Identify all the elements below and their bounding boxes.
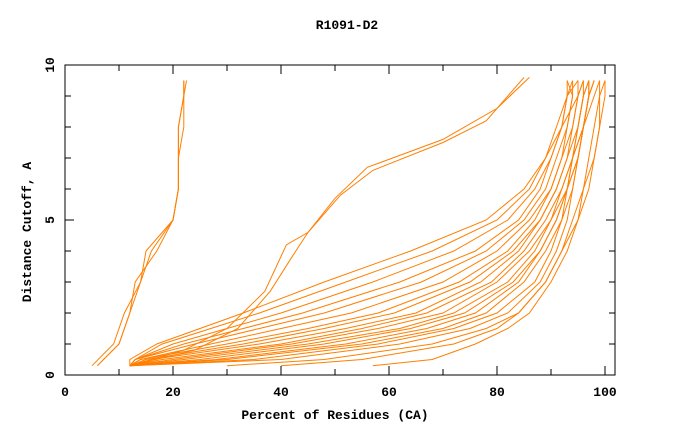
- series-line-4: [129, 77, 525, 367]
- x-axis-label: Percent of Residues (CA): [241, 408, 428, 423]
- x-tick-label: 20: [165, 385, 181, 400]
- series-line-15: [129, 80, 584, 367]
- chart-title: R1091-D2: [316, 18, 379, 33]
- y-tick-label: 10: [43, 57, 58, 73]
- y-tick-label: 0: [43, 371, 58, 379]
- series-line-20: [129, 80, 579, 367]
- x-tick-label: 0: [61, 385, 69, 400]
- axes: 0 20 40 60 80 100 0 5 10: [43, 57, 617, 400]
- series-line-6: [129, 80, 595, 367]
- y-tick-label: 5: [43, 216, 58, 224]
- x-tick-label: 100: [593, 385, 617, 400]
- series-line-2: [97, 80, 185, 367]
- series-group: [91, 77, 606, 367]
- series-line-9: [129, 80, 601, 367]
- x-tick-label: 80: [489, 385, 505, 400]
- x-tick-label: 40: [273, 385, 289, 400]
- series-line-13: [129, 80, 579, 367]
- series-line-21: [129, 80, 584, 366]
- plot-frame: [64, 64, 616, 376]
- y-axis-label: Distance Cutoff, A: [20, 162, 35, 303]
- series-line-14: [129, 80, 590, 367]
- x-tick-label: 60: [381, 385, 397, 400]
- series-line-8: [129, 80, 595, 367]
- series-line-11: [129, 80, 595, 367]
- series-line-22: [372, 80, 601, 367]
- series-line-24: [226, 80, 606, 367]
- series-line-0: [91, 80, 187, 367]
- series-line-17: [129, 80, 574, 367]
